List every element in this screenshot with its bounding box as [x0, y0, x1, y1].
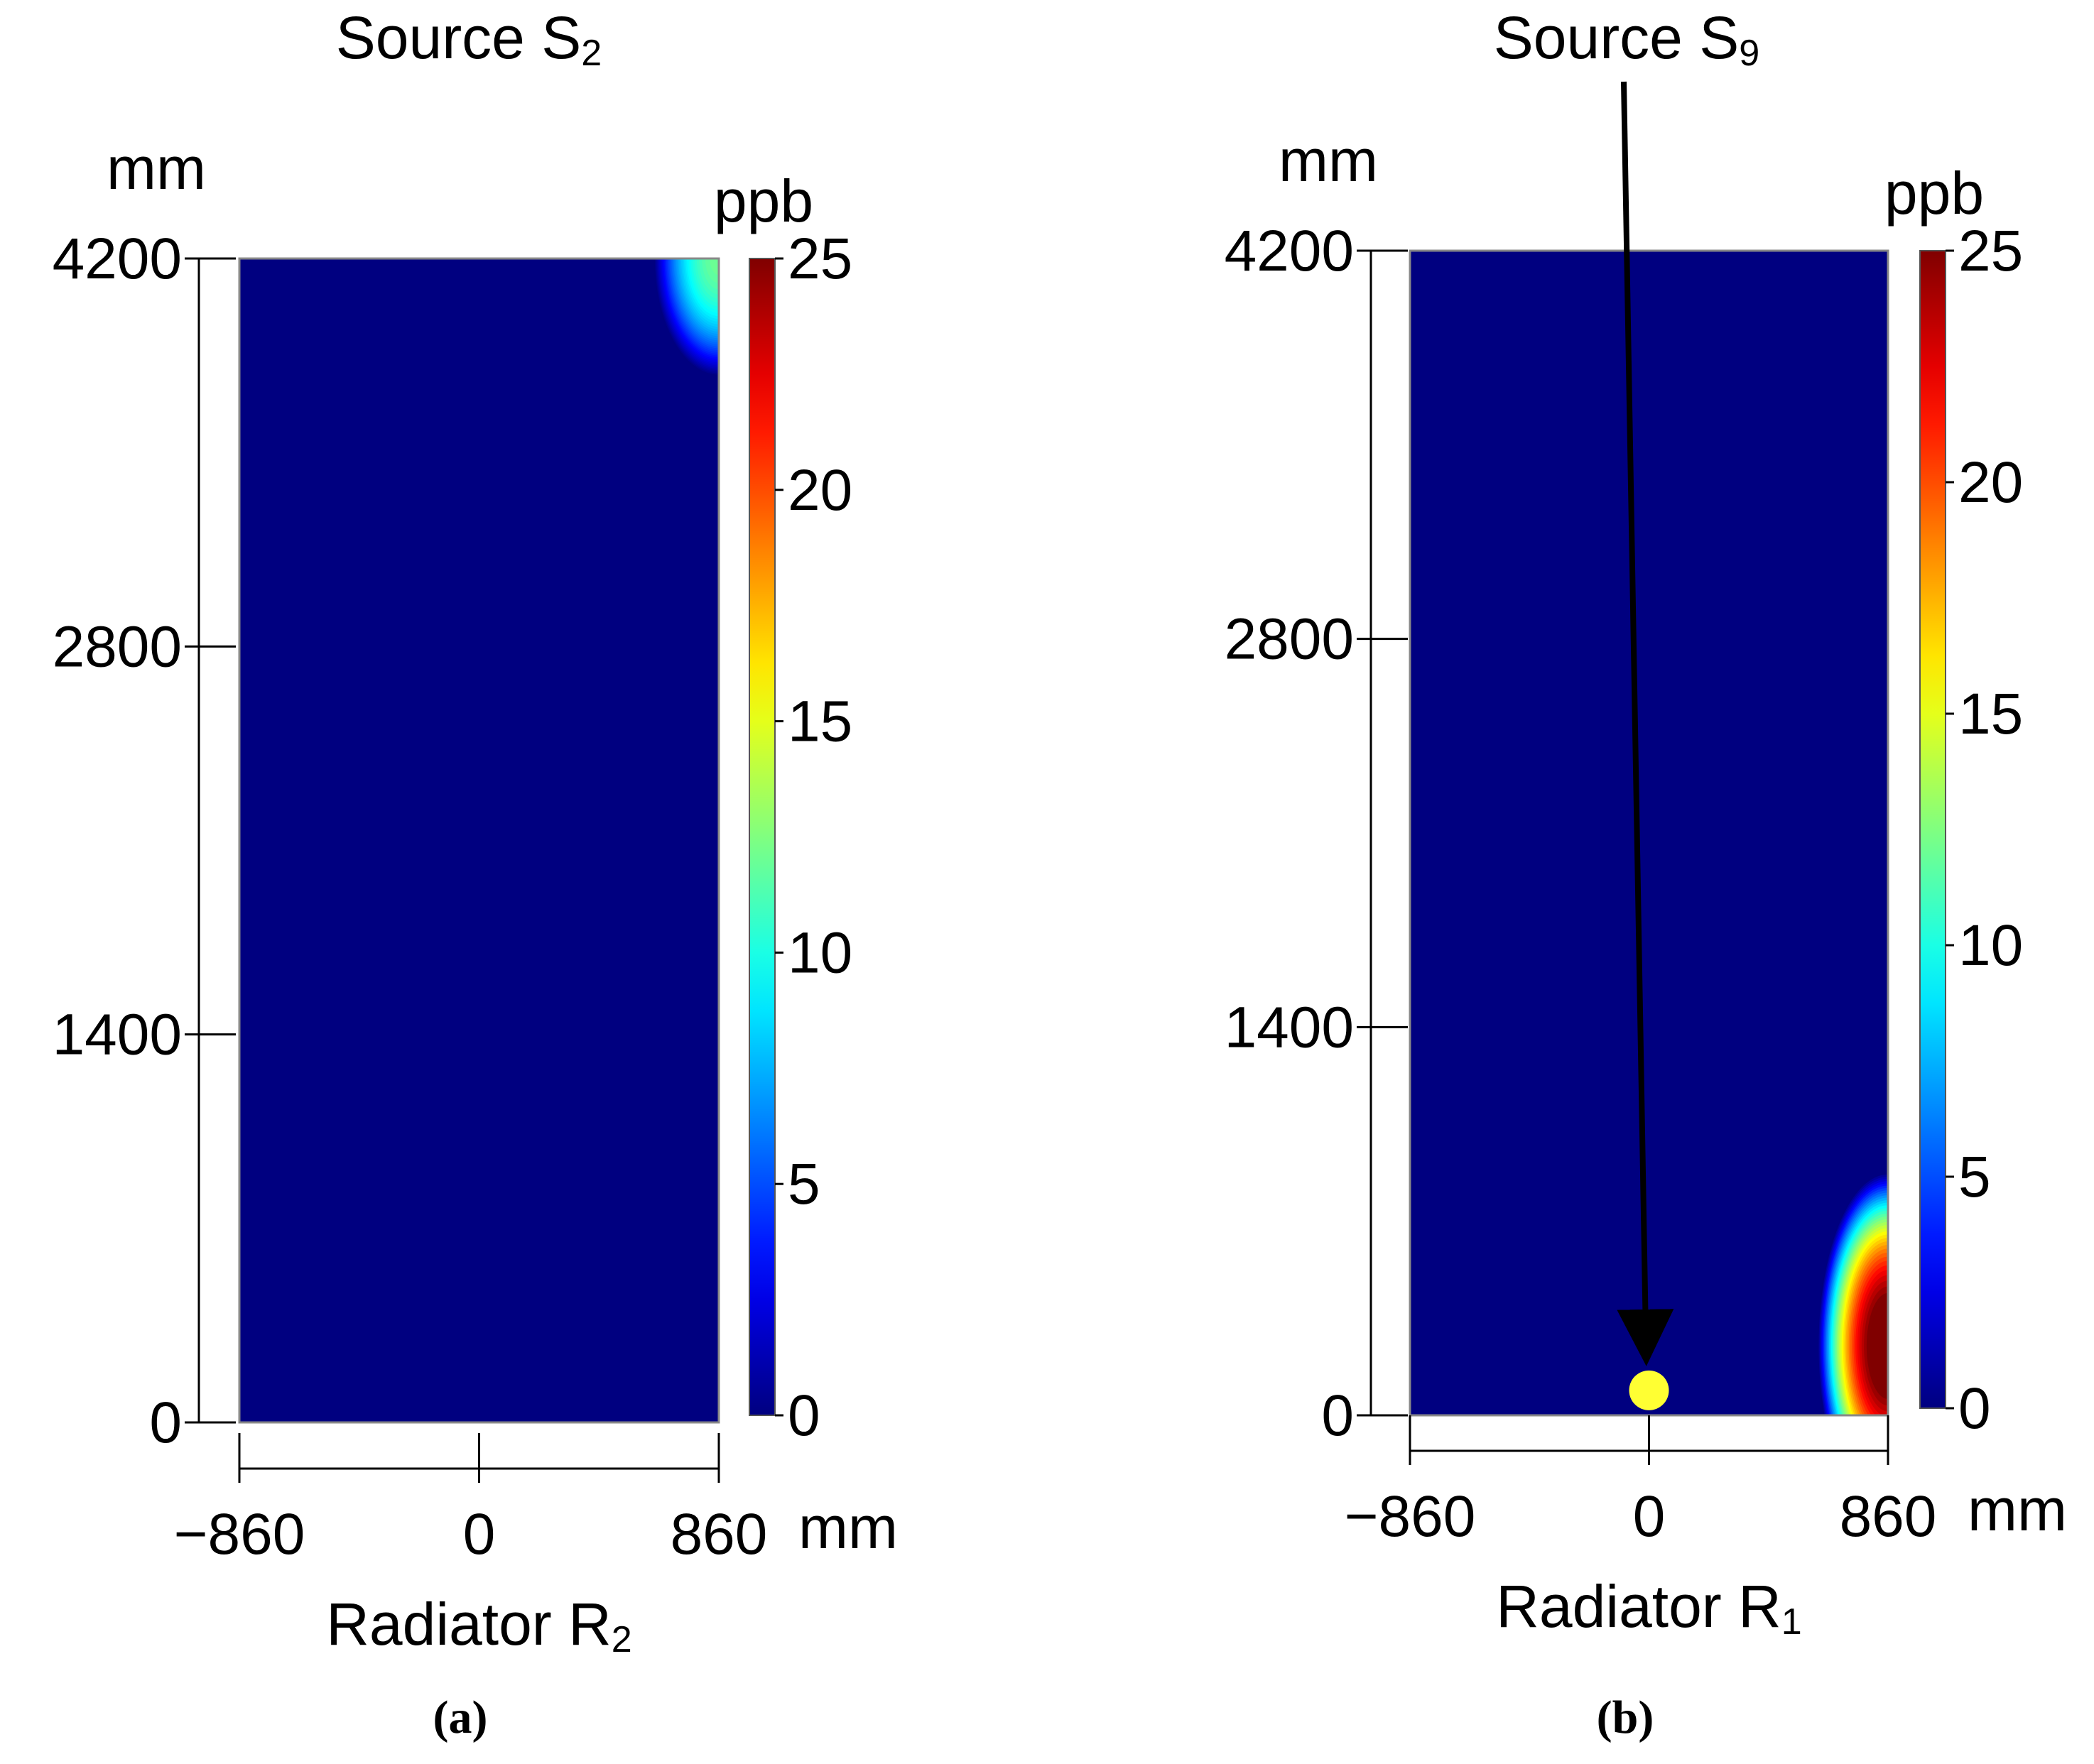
colorbar-tick-label: 15	[1958, 682, 2023, 746]
y-tick-label: 2800	[53, 614, 182, 679]
x-tick-label: 0	[463, 1502, 496, 1567]
hotspot-0-level	[1878, 1322, 1888, 1371]
colorbar-tick-label: 15	[788, 690, 852, 754]
panel-title: Source S9	[1494, 4, 1759, 74]
panel-title: Source S2	[336, 4, 602, 74]
colorbar-label: ppb	[714, 168, 813, 234]
x-axis-title: Radiator R2	[326, 1591, 631, 1660]
x-axis-title: Radiator R1	[1496, 1573, 1801, 1643]
y-tick-label: 4200	[53, 227, 182, 291]
source-marker	[1629, 1370, 1669, 1410]
x-tick-label: 860	[1840, 1484, 1937, 1549]
y-tick-label: 0	[1321, 1383, 1354, 1448]
heatmap-field	[654, 258, 719, 375]
y-tick-label: 0	[149, 1390, 182, 1455]
hotspot-0-level	[710, 258, 719, 276]
colorbar	[749, 258, 776, 1416]
heatmap-background	[1410, 251, 1888, 1415]
x-tick-label: 860	[671, 1502, 768, 1567]
colorbar-tick-label: 20	[1958, 450, 2023, 515]
colorbar-tick-label: 25	[788, 227, 852, 291]
x-unit-label: mm	[798, 1494, 898, 1561]
source-arrow	[1617, 81, 1674, 1366]
x-unit-label: mm	[1968, 1476, 2067, 1543]
heatmap-field	[1818, 1174, 1888, 1415]
colorbar-label: ppb	[1884, 160, 1984, 227]
y-tick-label: 4200	[1225, 219, 1354, 283]
colorbar-tick-label: 10	[788, 920, 852, 985]
panel-caption: (a)	[433, 1692, 488, 1743]
colorbar-tick-label: 20	[788, 458, 852, 523]
colorbar-tick-label: 0	[788, 1383, 820, 1448]
x-tick-label: −860	[174, 1502, 305, 1567]
panel-b	[1357, 81, 1954, 1465]
colorbar	[1919, 250, 1946, 1409]
colorbar-tick-label: 10	[1958, 913, 2023, 978]
colorbar-tick-label: 5	[788, 1152, 820, 1216]
plot-frame	[238, 257, 720, 1424]
x-tick-label: 0	[1633, 1484, 1666, 1549]
y-tick-label: 1400	[1225, 995, 1354, 1060]
panel-a	[185, 257, 783, 1483]
y-unit-label: mm	[107, 135, 206, 202]
y-tick-label: 1400	[53, 1003, 182, 1067]
colorbar-tick-label: 0	[1958, 1376, 1991, 1441]
panel-caption: (b)	[1597, 1692, 1654, 1743]
colorbar-tick-label: 5	[1958, 1145, 1991, 1209]
y-tick-label: 2800	[1225, 607, 1354, 672]
y-unit-label: mm	[1279, 127, 1378, 194]
x-tick-label: −860	[1345, 1484, 1476, 1549]
heatmap-background	[239, 258, 719, 1422]
colorbar-tick-label: 25	[1958, 219, 2023, 283]
